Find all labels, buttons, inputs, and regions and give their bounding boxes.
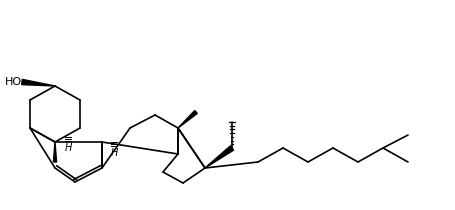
Text: H: H [64, 143, 71, 153]
Text: HO: HO [5, 77, 22, 87]
Polygon shape [22, 79, 55, 86]
Polygon shape [53, 142, 56, 162]
Text: H: H [110, 148, 117, 158]
Polygon shape [177, 110, 197, 128]
Polygon shape [205, 146, 233, 168]
